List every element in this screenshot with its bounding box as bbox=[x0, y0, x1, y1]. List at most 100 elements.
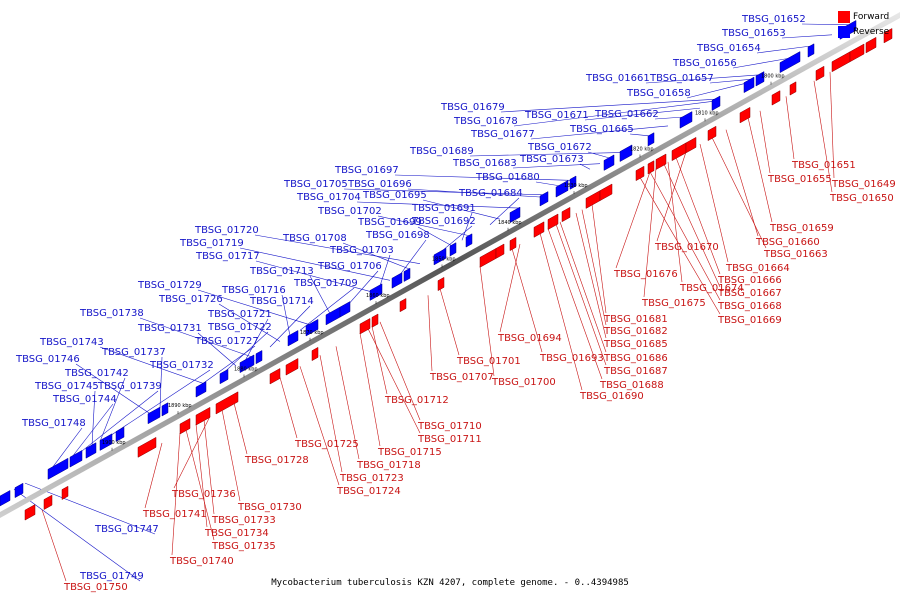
reverse-gene-label: TBSG_01704 bbox=[296, 192, 361, 203]
leader-line bbox=[197, 345, 256, 388]
forward-gene-label: TBSG_01651 bbox=[791, 160, 856, 171]
reverse-gene-label: TBSG_01706 bbox=[317, 261, 382, 272]
leader-line bbox=[645, 74, 761, 84]
forward-gene-label: TBSG_01674 bbox=[679, 283, 744, 294]
reverse-gene bbox=[433, 247, 447, 266]
leader-line bbox=[584, 107, 701, 121]
reverse-gene-label: TBSG_01696 bbox=[347, 179, 412, 190]
forward-gene-label: TBSG_01718 bbox=[356, 460, 421, 471]
forward-gene bbox=[849, 43, 865, 63]
forward-gene bbox=[479, 248, 497, 268]
leader-line bbox=[371, 326, 388, 395]
leader-line bbox=[417, 226, 453, 247]
legend-forward-label: Forward bbox=[853, 11, 890, 22]
reverse-gene-label: TBSG_01671 bbox=[524, 110, 589, 121]
leader-line bbox=[99, 377, 126, 442]
forward-gene-label: TBSG_01730 bbox=[237, 502, 302, 513]
leader-line bbox=[239, 247, 391, 281]
leader-line bbox=[711, 137, 767, 249]
reverse-gene bbox=[647, 132, 655, 147]
forward-gene-label: TBSG_01687 bbox=[603, 366, 668, 377]
reverse-gene-label: TBSG_01684 bbox=[458, 188, 523, 199]
leader-line bbox=[499, 244, 521, 333]
leader-line bbox=[489, 197, 520, 225]
forward-gene-label: TBSG_01650 bbox=[829, 193, 894, 204]
reverse-gene bbox=[47, 457, 69, 480]
leader-line bbox=[654, 116, 685, 120]
reverse-gene bbox=[603, 154, 615, 171]
leader-line bbox=[469, 152, 621, 157]
leader-line bbox=[732, 57, 791, 69]
forward-gene bbox=[285, 358, 299, 376]
reverse-gene-label: TBSG_01692 bbox=[411, 216, 476, 227]
forward-gene bbox=[215, 391, 239, 415]
forward-gene bbox=[655, 153, 667, 170]
leader-line bbox=[356, 201, 521, 209]
leader-line bbox=[203, 419, 215, 515]
leader-line bbox=[699, 144, 729, 263]
reverse-gene-label: TBSG_01739 bbox=[97, 381, 162, 392]
leader-line bbox=[91, 390, 96, 446]
reverse-gene-label: TBSG_01702 bbox=[317, 206, 382, 217]
leader-line bbox=[367, 328, 421, 434]
forward-gene-label: TBSG_01715 bbox=[377, 447, 442, 458]
tick-label: 1860 kbp bbox=[366, 293, 390, 299]
reverse-gene bbox=[85, 442, 97, 459]
forward-gene-label: TBSG_01688 bbox=[599, 380, 664, 391]
forward-gene bbox=[883, 28, 893, 44]
forward-gene bbox=[771, 90, 781, 106]
leader-line bbox=[171, 432, 181, 556]
reverse-gene-label: TBSG_01749 bbox=[79, 571, 144, 582]
leader-line bbox=[41, 509, 67, 582]
reverse-gene-label: TBSG_01722 bbox=[207, 322, 272, 333]
leader-line bbox=[686, 83, 745, 99]
reverse-gene-label: TBSG_01747 bbox=[94, 524, 159, 535]
leader-line bbox=[394, 174, 571, 181]
forward-swatch bbox=[838, 10, 850, 23]
forward-gene-label: TBSG_01649 bbox=[831, 179, 896, 190]
leader-line bbox=[709, 78, 753, 84]
reverse-gene-label: TBSG_01729 bbox=[137, 280, 202, 291]
leader-line bbox=[269, 305, 311, 348]
forward-gene-label: TBSG_01676 bbox=[613, 269, 678, 280]
leader-line bbox=[781, 34, 833, 39]
forward-gene-label: TBSG_01733 bbox=[211, 515, 276, 526]
leader-line bbox=[500, 98, 717, 113]
leader-line bbox=[343, 188, 545, 196]
forward-gene-label: TBSG_01664 bbox=[725, 263, 790, 274]
leader-line bbox=[75, 363, 151, 414]
forward-gene bbox=[635, 165, 645, 182]
forward-gene-label: TBSG_01710 bbox=[417, 421, 482, 432]
reverse-gene bbox=[239, 354, 255, 374]
reverse-gene bbox=[555, 180, 569, 198]
leader-line bbox=[309, 275, 331, 314]
reverse-gene bbox=[743, 76, 755, 94]
forward-gene-label: TBSG_01660 bbox=[755, 237, 820, 248]
reverse-gene-label: TBSG_01745 bbox=[34, 381, 99, 392]
reverse-gene bbox=[539, 191, 549, 207]
leader-line bbox=[579, 163, 591, 170]
forward-gene bbox=[509, 236, 517, 252]
leader-line bbox=[559, 221, 607, 353]
forward-gene-label: TBSG_01659 bbox=[769, 223, 834, 234]
reverse-gene-label: TBSG_01654 bbox=[696, 43, 761, 54]
forward-gene-label: TBSG_01666 bbox=[717, 275, 782, 286]
leader-line bbox=[71, 403, 114, 458]
reverse-gene-label: TBSG_01672 bbox=[527, 142, 592, 153]
forward-gene-label: TBSG_01669 bbox=[717, 315, 782, 326]
forward-gene bbox=[547, 213, 559, 230]
leader-line bbox=[629, 133, 651, 137]
forward-gene bbox=[437, 276, 445, 292]
forward-gene bbox=[789, 81, 797, 96]
leader-line bbox=[379, 321, 421, 421]
forward-gene-label: TBSG_01675 bbox=[641, 298, 706, 309]
axis-ticks: 1800 kbp 1810 kbp 1820 kbp 1830 kbp 1840 kbp… bbox=[102, 74, 785, 451]
leader-line bbox=[439, 288, 460, 356]
leader-line bbox=[197, 289, 311, 326]
forward-gene bbox=[815, 65, 825, 82]
legend-reverse: Reverse bbox=[838, 24, 889, 39]
reverse-gene-label: TBSG_01689 bbox=[409, 146, 474, 157]
reverse-gene bbox=[465, 233, 473, 248]
reverse-gene-label: TBSG_01743 bbox=[39, 337, 104, 348]
